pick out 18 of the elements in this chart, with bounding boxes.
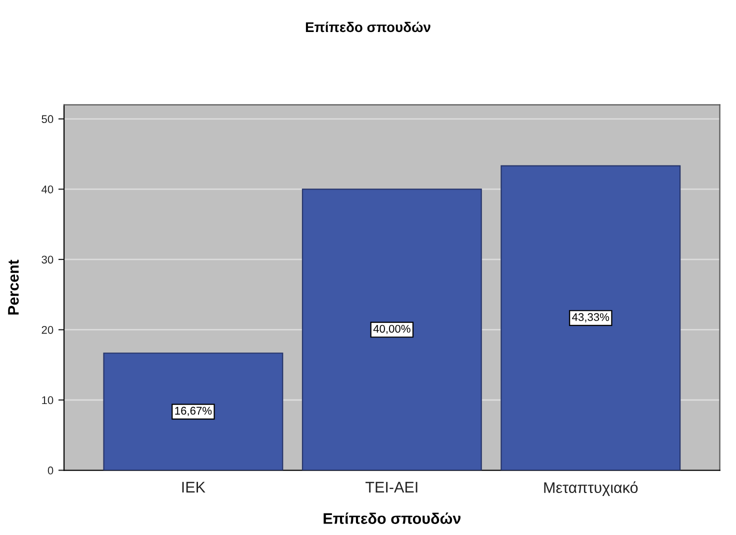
bar [103,352,284,470]
chart-title: Επίπεδο σπουδών [306,22,430,32]
y-tick-label: 30 [42,256,54,264]
y-tick-label: 0 [48,466,54,474]
x-axis-title: Επίπεδο σπουδών [324,512,461,524]
y-tick-label: 40 [42,185,54,194]
bar [500,165,681,470]
x-tick-label: ΤΕΙ-ΑΕΙ [366,482,418,492]
x-tick-label: ΙΕΚ [182,482,206,492]
data-label: 43,33% [572,313,610,322]
y-tick-label: 20 [42,326,54,334]
bar [302,188,482,470]
x-tick-label: Μεταπτυχιακό [544,481,638,496]
data-label: 16,67% [175,406,212,416]
y-tick-label: 50 [42,115,54,124]
data-label: 40,00% [373,324,410,334]
y-tick-label: 10 [42,396,54,404]
y-axis-title: Percent [8,260,19,315]
